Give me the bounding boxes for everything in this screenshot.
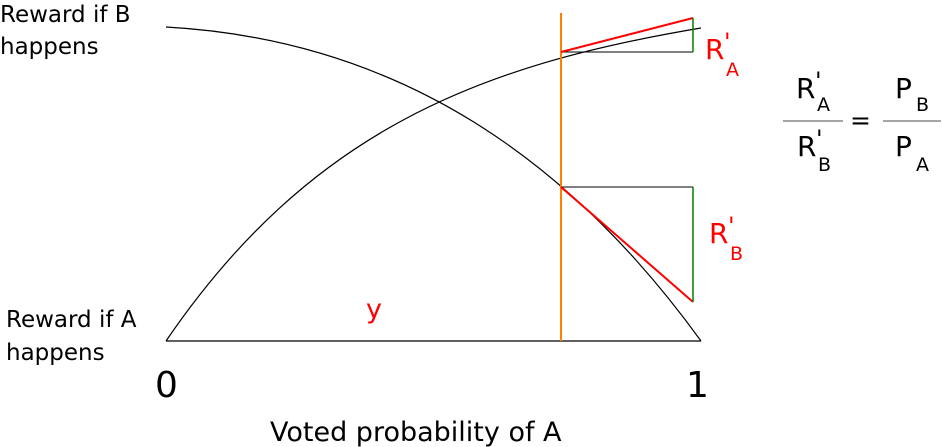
reward-a-curve (165, 27, 702, 342)
ra-main: R (705, 33, 724, 66)
reward-b-curve (165, 26, 702, 342)
reward-b-label-line2: happens (0, 34, 99, 60)
rb-sub: B (730, 243, 743, 265)
eq-rhs-num-sub: B (916, 94, 929, 116)
eq-lhs-den-sub: B (818, 154, 831, 176)
eq-lhs-num-sub: A (817, 94, 830, 116)
eq-lhs-den-main: R (797, 130, 816, 163)
ra-prime: ' (724, 28, 731, 56)
eq-rhs-den-sub: A (916, 154, 929, 176)
ra-sub: A (726, 59, 739, 81)
ratio-equation: R ' A R ' B = P B P A (783, 67, 941, 176)
rb-tangent (560, 186, 694, 303)
x-axis-one-label: 1 (686, 365, 709, 406)
reward-a-label-line2: happens (6, 340, 105, 366)
eq-lhs-den-prime: ' (816, 125, 823, 153)
eq-lhs-num-prime: ' (815, 67, 822, 95)
ra-tangent (560, 17, 694, 53)
eq-rhs-den-main: P (895, 130, 912, 163)
x-axis-title: Voted probability of A (270, 417, 562, 447)
eq-lhs-num-main: R (796, 72, 815, 105)
x-axis-zero-label: 0 (155, 365, 178, 406)
eq-equals: = (850, 106, 871, 135)
y-marker-label: y (366, 294, 382, 325)
rb-annotation: R ' B (709, 212, 743, 265)
rb-prime: ' (728, 212, 735, 240)
ra-annotation: R ' A (705, 28, 739, 81)
reward-a-label-line1: Reward if A (6, 307, 137, 333)
rb-main: R (709, 217, 728, 250)
reward-b-label-line1: Reward if B (0, 2, 131, 28)
eq-rhs-num-main: P (895, 72, 912, 105)
